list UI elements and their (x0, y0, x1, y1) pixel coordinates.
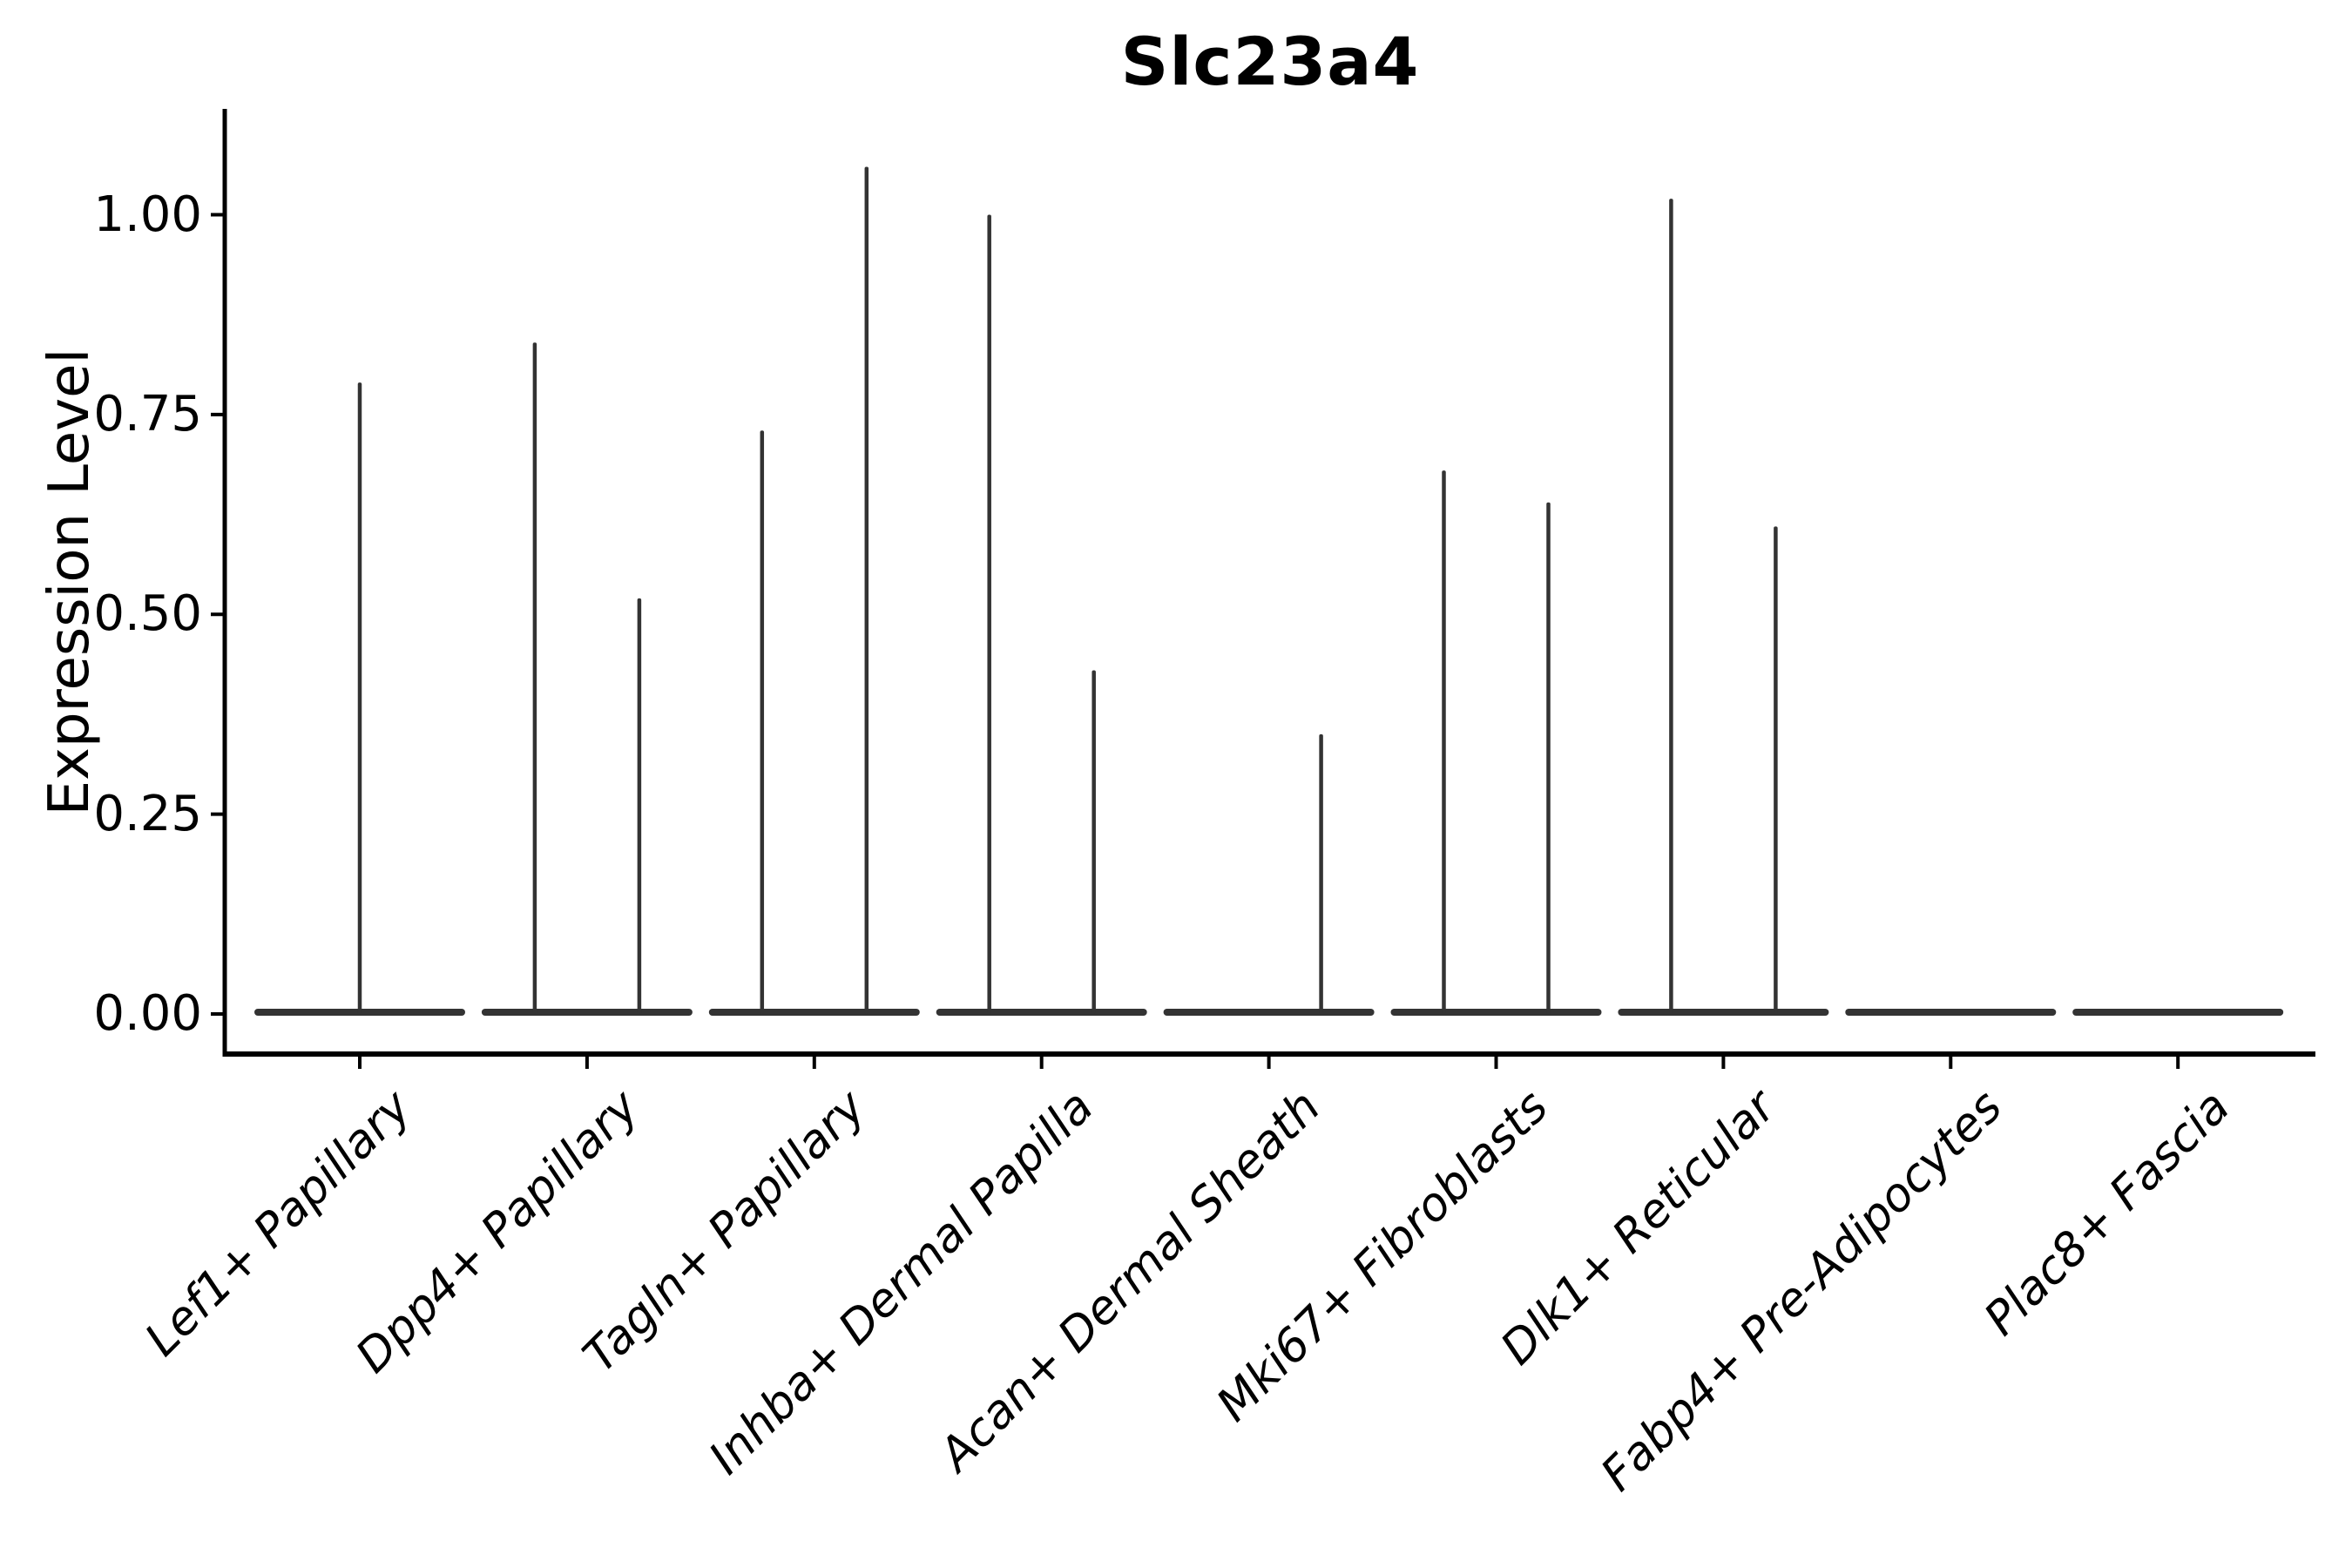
violin-spike-4 (1092, 670, 1096, 1014)
violin-spike-7 (1774, 526, 1778, 1014)
y-tick-label-1.00: 1.00 (93, 186, 202, 243)
violin-base-8 (1845, 1009, 2057, 1016)
violin-spike-7 (1669, 199, 1673, 1014)
violin-base-6 (1390, 1009, 1602, 1016)
y-tick-label-0.75: 0.75 (93, 385, 202, 443)
y-tick-label-0.25: 0.25 (93, 785, 202, 842)
violin-base-4 (936, 1009, 1147, 1016)
violin-spike-6 (1546, 502, 1551, 1014)
violin-spike-2 (637, 598, 642, 1014)
violin-spike-1 (357, 382, 362, 1014)
violin-base-5 (1163, 1009, 1375, 1016)
violin-base-2 (481, 1009, 693, 1016)
violin-spike-3 (760, 430, 765, 1015)
violin-spike-5 (1319, 733, 1323, 1014)
violin-base-9 (2072, 1009, 2284, 1016)
y-tick-label-0.00: 0.00 (93, 985, 202, 1042)
violin-spike-6 (1442, 470, 1446, 1014)
violin-base-3 (708, 1009, 920, 1016)
violin-spike-3 (864, 166, 869, 1014)
violin-spike-2 (532, 342, 537, 1014)
chart-title: Slc23a4 (1120, 23, 1420, 100)
violin-base-7 (1618, 1009, 1829, 1016)
y-tick-label-0.50: 0.50 (93, 585, 202, 643)
violin-spike-4 (987, 214, 991, 1014)
